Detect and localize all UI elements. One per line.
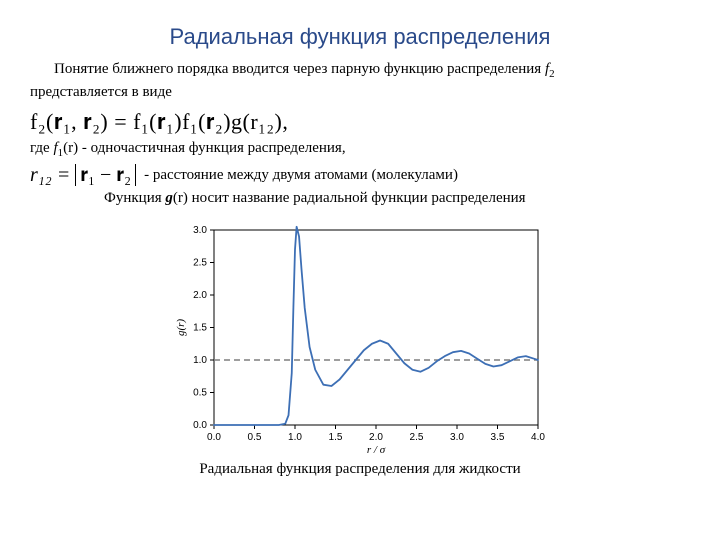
svg-text:1.5: 1.5 (193, 322, 207, 333)
svg-text:1.5: 1.5 (329, 432, 343, 443)
chart-caption: Радиальная функция распределения для жид… (30, 461, 690, 478)
intro-line2: представляется в виде (30, 83, 690, 103)
gr-arg: (r) (173, 190, 188, 206)
r12-suffix: - расстояние между двумя атомами (молеку… (144, 166, 458, 186)
svg-text:1.0: 1.0 (288, 432, 302, 443)
svg-text:r / σ: r / σ (367, 444, 386, 456)
svg-text:4.0: 4.0 (531, 432, 545, 443)
svg-text:0.5: 0.5 (193, 387, 207, 398)
svg-text:3.0: 3.0 (450, 432, 464, 443)
svg-text:0.0: 0.0 (193, 420, 207, 431)
chart-container: 0.0 0.5 1.0 1.5 2.0 2.5 3.0 3.5 4.0 0.0 0.5 1.0 1.5 2… (30, 222, 690, 457)
r12-line: r₁₂ = 𝐫₁ − 𝐫₂ - расстояние между двумя а… (30, 164, 690, 188)
rdf-chart: 0.0 0.5 1.0 1.5 2.0 2.5 3.0 3.5 4.0 0.0 0.5 1.0 1.5 2… (170, 222, 550, 457)
gr-post: носит название радиальной функции распре… (188, 190, 526, 206)
intro-text: Понятие ближнего порядка вводится через … (54, 61, 545, 77)
svg-text:g(r): g(r) (175, 318, 187, 335)
where-pre: где (30, 140, 53, 156)
svg-text:3.0: 3.0 (193, 225, 207, 236)
r12-lhs: r₁₂ = (30, 164, 70, 186)
gr-pre: Функция (104, 190, 165, 206)
r12-rhs: 𝐫₁ − 𝐫₂ (80, 164, 131, 186)
r12-equation: r₁₂ = 𝐫₁ − 𝐫₂ (30, 164, 136, 187)
svg-text:1.0: 1.0 (193, 355, 207, 366)
where-post: (r) - одночастичная функция распределени… (63, 140, 345, 156)
gr-note: Функция g(r) носит название радиальной ф… (104, 190, 690, 207)
intro-paragraph: Понятие ближнего порядка вводится через … (30, 60, 690, 81)
gr-sym: g (165, 190, 173, 206)
intro-subscript: 2 (549, 68, 555, 80)
r12-abs: 𝐫₁ − 𝐫₂ (75, 164, 136, 186)
svg-text:2.0: 2.0 (193, 290, 207, 301)
where-line: где f1(r) - одночастичная функция распре… (30, 139, 690, 160)
page: Радиальная функция распределения Понятие… (0, 0, 720, 540)
svg-text:2.0: 2.0 (369, 432, 383, 443)
formula-f2: f₂(𝐫₁, 𝐫₂) = f₁(𝐫₁)f₁(𝐫₂)g(r₁₂), (30, 109, 690, 135)
page-title: Радиальная функция распределения (30, 24, 690, 50)
svg-text:3.5: 3.5 (491, 432, 505, 443)
svg-text:0.0: 0.0 (207, 432, 221, 443)
svg-text:0.5: 0.5 (248, 432, 262, 443)
svg-text:2.5: 2.5 (193, 257, 207, 268)
svg-text:2.5: 2.5 (410, 432, 424, 443)
